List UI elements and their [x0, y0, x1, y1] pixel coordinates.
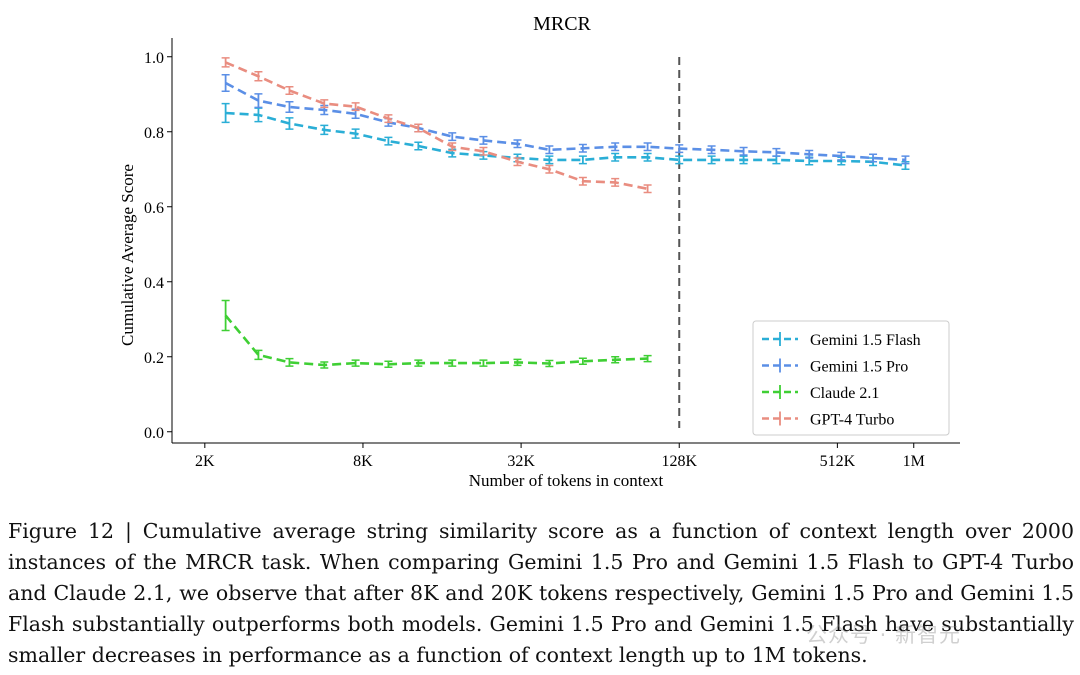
mrcr-chart: MRCR 0.0 0.2 0.4 0.6 0.8 1.0 2K 8K 32K 128K 512K 1M… — [118, 13, 960, 490]
series-gemini-1-5-pro — [221, 74, 910, 165]
figure-caption: Figure 12 | Cumulative average string si… — [8, 519, 1074, 667]
series-gpt-4-turbo — [221, 57, 652, 194]
y-tick-label: 0.6 — [144, 200, 164, 217]
x-tick-label: 32K — [507, 453, 535, 470]
legend-item: Gemini 1.5 Pro — [762, 358, 908, 376]
legend-label: Gemini 1.5 Flash — [810, 332, 921, 349]
x-axis-label: Number of tokens in context — [469, 471, 664, 490]
legend-item: Claude 2.1 — [762, 385, 879, 402]
y-tick-label: 0.4 — [144, 275, 164, 292]
series-line-gemini-1-5-pro — [224, 81, 906, 162]
y-tick-label: 0.8 — [144, 125, 164, 142]
x-tick-label: 128K — [661, 453, 697, 470]
legend-item: Gemini 1.5 Flash — [762, 332, 921, 349]
x-tick-label: 512K — [820, 453, 856, 470]
y-tick-label: 0.0 — [144, 425, 164, 442]
legend: Gemini 1.5 Flash Gemini 1.5 Pro Claude 2.1… — [752, 320, 950, 436]
chart-title: MRCR — [533, 13, 591, 35]
legend-label: Gemini 1.5 Pro — [810, 359, 908, 376]
y-tick-label: 0.2 — [144, 350, 164, 367]
series-line-gpt-4-turbo — [225, 61, 648, 191]
legend-label: GPT-4 Turbo — [810, 412, 894, 429]
legend-item: GPT-4 Turbo — [762, 411, 894, 429]
legend-box — [752, 320, 950, 436]
y-axis-label: Cumulative Average Score — [118, 164, 137, 346]
y-tick-label: 1.0 — [144, 50, 164, 67]
legend-label: Claude 2.1 — [810, 385, 879, 402]
x-tick-label: 8K — [353, 453, 373, 470]
series-line-gemini-1-5-flash — [225, 111, 906, 167]
series-line-claude-2-1 — [224, 314, 648, 367]
series-claude-2-1 — [221, 299, 652, 369]
x-tick-label: 1M — [903, 453, 925, 470]
x-tick-label: 2K — [195, 453, 215, 470]
series-gemini-1-5-flash — [221, 102, 910, 170]
